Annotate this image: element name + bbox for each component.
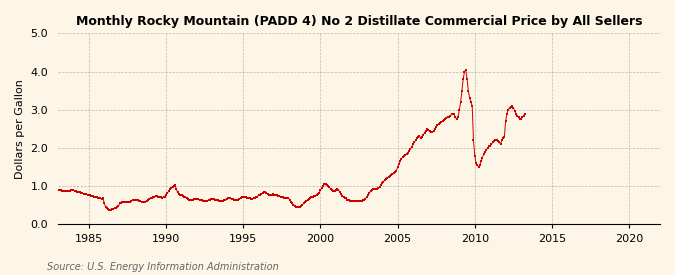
Y-axis label: Dollars per Gallon: Dollars per Gallon bbox=[15, 79, 25, 179]
Title: Monthly Rocky Mountain (PADD 4) No 2 Distillate Commercial Price by All Sellers: Monthly Rocky Mountain (PADD 4) No 2 Dis… bbox=[76, 15, 643, 28]
Text: Source: U.S. Energy Information Administration: Source: U.S. Energy Information Administ… bbox=[47, 262, 279, 272]
